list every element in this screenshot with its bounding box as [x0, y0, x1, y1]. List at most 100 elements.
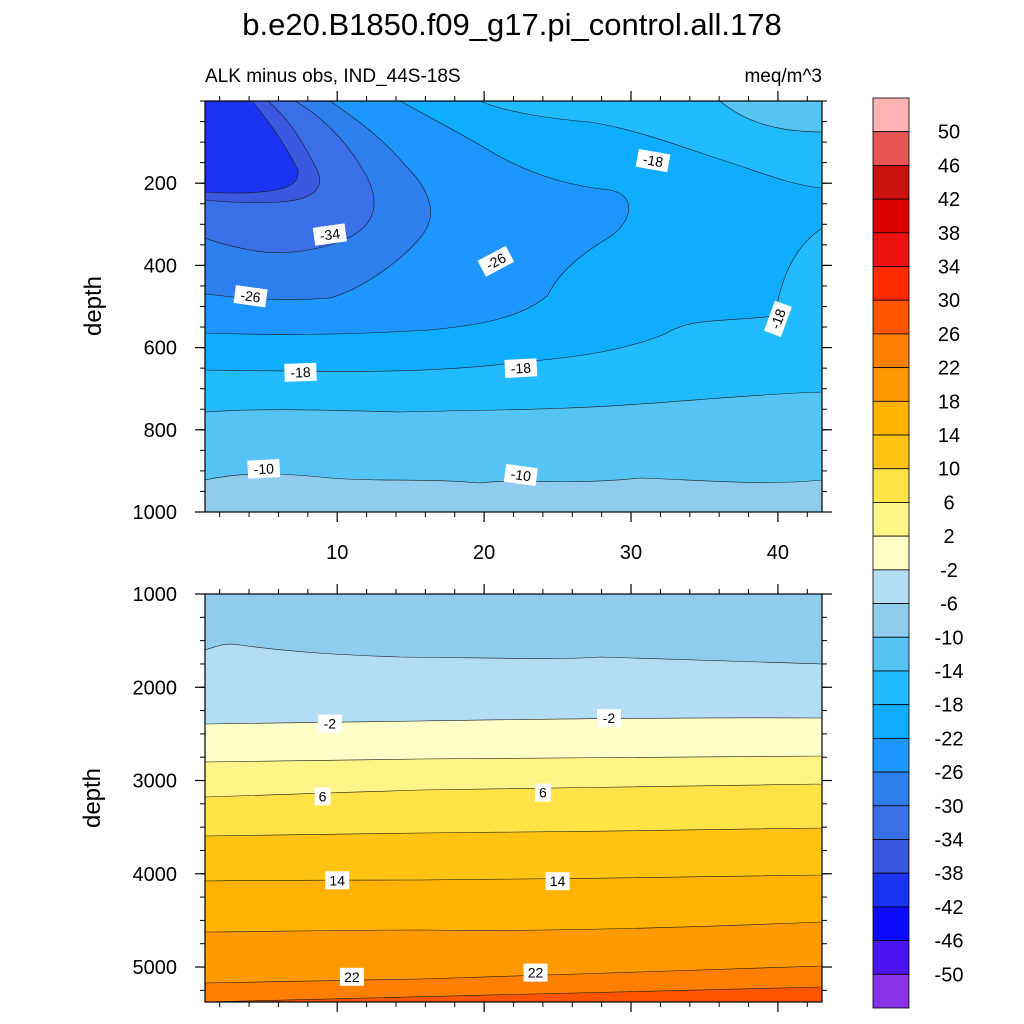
colorbar-level-label: -6 [940, 594, 958, 616]
chart-title: b.e20.B1850.f09_g17.pi_control.all.178 [242, 7, 782, 42]
colorbar-box [872, 367, 910, 402]
y-tick-label: 400 [144, 255, 177, 277]
contour-label: -34 [312, 223, 347, 246]
contour-label-box [284, 362, 317, 382]
colorbar-level-label: -38 [935, 863, 964, 885]
y-tick-label: 800 [144, 420, 177, 442]
contour-label: 6 [534, 783, 551, 802]
contour-label-box [233, 285, 268, 308]
colorbar-box [872, 131, 910, 166]
contour-label-box [314, 787, 331, 806]
colorbar-level-label: 26 [938, 324, 960, 346]
y-tick-label: 200 [144, 173, 177, 195]
lower-panel: 1000 2000 3000 4000 5000 depth -2 -2 6 6 14 14 22 22 [79, 584, 832, 1012]
colorbar-box [872, 805, 910, 840]
contour-label-box [504, 358, 538, 378]
y-tick-label: 5000 [133, 957, 178, 979]
contour-label-box [534, 783, 551, 802]
contour-label: 14 [545, 872, 570, 891]
contour-label-box [312, 223, 347, 246]
colorbar-box [872, 872, 910, 908]
colorbar-box [872, 940, 910, 975]
y-tick-label: 2000 [133, 677, 178, 699]
contour-label-text: -18 [510, 360, 531, 377]
colorbar-box [872, 603, 910, 638]
contour-label: -2 [596, 709, 621, 728]
colorbar-level-label: -34 [935, 829, 964, 851]
x-tick-label: 40 [767, 542, 789, 564]
colorbar-level-label: 18 [938, 391, 960, 413]
contour-label-text: -26 [239, 287, 261, 306]
contour-label-text: 14 [329, 872, 345, 888]
colorbar-level-label: -22 [935, 728, 964, 750]
colorbar-box [872, 569, 910, 604]
subtitle-right: meq/m^3 [744, 66, 822, 87]
colorbar-box [872, 400, 910, 436]
contour-label-text: 6 [539, 785, 547, 801]
contour-label-text: 6 [319, 788, 327, 804]
colorbar-box [872, 906, 910, 941]
contour-label-box [247, 459, 281, 479]
colorbar-level-label: 22 [938, 358, 960, 380]
contour-label: -18 [763, 300, 792, 337]
contour-label-box [523, 963, 548, 982]
colorbar-level-label: 50 [938, 122, 960, 144]
contour-label: -10 [503, 463, 538, 487]
contour-label-text: -10 [253, 460, 274, 477]
contour-label: 14 [325, 871, 350, 890]
upper-panel: 200 400 600 800 1000 10 20 30 40 depth -18 -34 -26 -2… [80, 91, 832, 564]
colorbar-box [872, 468, 910, 503]
y-tick-label: 1000 [133, 502, 178, 524]
y-tick-label: 3000 [133, 771, 178, 793]
x-tick-label: 10 [326, 542, 348, 564]
contour-label-box [503, 463, 538, 487]
colorbar-level-label: 6 [943, 492, 954, 514]
y-tick-label: 1000 [133, 584, 178, 606]
contour-label: 6 [314, 787, 331, 806]
colorbar-level-label: 14 [938, 425, 960, 447]
contour-label-text: 22 [528, 965, 544, 981]
fill-minus10-to-minus6 [205, 594, 822, 665]
colorbar-level-label: 38 [938, 223, 960, 245]
contour-label-box [317, 714, 342, 733]
contour-label: -18 [635, 148, 671, 173]
contour-label-box [477, 245, 515, 277]
colorbar-box [872, 973, 910, 1009]
colorbar-box [872, 704, 910, 739]
contour-label-text: -18 [767, 306, 789, 331]
colorbar-level-label: 2 [943, 526, 954, 548]
colorbar-level-label: 10 [938, 459, 960, 481]
subtitle-left: ALK minus obs, IND_44S-18S [205, 66, 461, 87]
contour-label: -18 [284, 362, 317, 382]
colorbar-box [872, 165, 910, 200]
colorbar-level-label: -10 [935, 627, 964, 649]
colorbar-level-label: -26 [935, 762, 964, 784]
contour-label-text: -2 [603, 710, 616, 726]
contour-label-text: -18 [290, 364, 311, 381]
contour-label-text: 22 [344, 969, 360, 985]
lower-y-axis-label: depth [79, 768, 106, 828]
contour-label: -26 [233, 285, 268, 308]
x-tick-label: 20 [473, 542, 495, 564]
contour-label: 22 [523, 963, 548, 982]
colorbar-box [872, 737, 910, 773]
contour-label-box [545, 872, 570, 891]
colorbar-box [872, 299, 910, 335]
colorbar-level-label: -42 [935, 897, 964, 919]
colorbar-box [872, 434, 910, 470]
colorbar-box [872, 266, 910, 301]
colorbar-box [872, 839, 910, 874]
colorbar-level-label: 30 [938, 290, 960, 312]
contour-label-box [325, 871, 350, 890]
contour-label-box [339, 967, 364, 986]
colorbar-level-label: 42 [938, 189, 960, 211]
contour-label: -26 [477, 245, 515, 277]
colorbar-box [872, 535, 910, 571]
colorbar-box [872, 198, 910, 234]
contour-label-text: 14 [550, 873, 566, 889]
contour-label-box [635, 148, 671, 173]
colorbar-level-label: -30 [935, 796, 964, 818]
colorbar-level-label: -14 [935, 661, 964, 683]
contour-label: 22 [339, 967, 364, 986]
